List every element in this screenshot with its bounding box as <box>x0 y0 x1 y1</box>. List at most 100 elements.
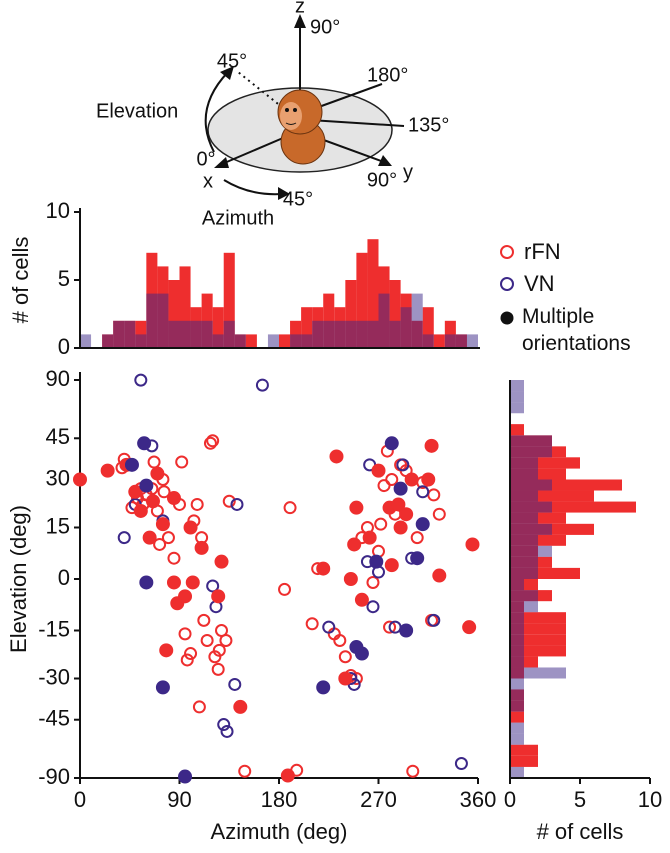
bar <box>389 280 401 348</box>
diagram-label: y <box>403 161 413 183</box>
point <box>410 531 424 545</box>
bar <box>510 501 636 513</box>
bar <box>367 239 379 348</box>
point <box>384 558 399 573</box>
point <box>427 613 441 627</box>
point <box>465 537 480 552</box>
point <box>354 646 369 661</box>
bar <box>510 722 524 734</box>
x-axis-label: # of cells <box>537 819 624 844</box>
y-tick-label: 10 <box>46 198 70 223</box>
point <box>137 436 152 451</box>
point <box>200 633 214 647</box>
bar <box>146 293 158 348</box>
point <box>416 485 430 499</box>
y-tick-label: 90 <box>46 366 70 391</box>
point <box>238 764 252 778</box>
point <box>206 579 220 593</box>
point <box>73 472 87 487</box>
bar <box>400 307 412 348</box>
diagram-label: Elevation <box>96 100 178 122</box>
bar <box>190 320 202 348</box>
bar <box>510 623 566 635</box>
bar <box>510 634 524 646</box>
point <box>214 554 229 569</box>
bar <box>168 320 180 348</box>
bar <box>422 334 434 348</box>
arrow <box>294 14 306 28</box>
y-axis-label: # of cells <box>8 237 33 324</box>
point <box>178 769 193 784</box>
point <box>230 497 244 511</box>
bar <box>510 391 524 403</box>
point <box>427 488 441 502</box>
point <box>124 457 139 472</box>
bar <box>510 457 538 469</box>
bar <box>510 612 566 624</box>
bar <box>378 293 390 348</box>
bar <box>179 266 191 348</box>
point <box>399 623 414 638</box>
point <box>343 572 358 586</box>
arrow <box>378 155 392 166</box>
point <box>406 764 420 778</box>
point <box>384 436 399 451</box>
legend-marker <box>500 311 514 325</box>
bar <box>267 334 279 348</box>
point <box>278 582 292 596</box>
y-tick-label: -30 <box>38 664 70 689</box>
bar <box>345 320 357 348</box>
bar <box>510 501 552 513</box>
point <box>145 494 160 509</box>
point <box>150 466 165 481</box>
point <box>222 494 236 508</box>
point <box>410 551 425 566</box>
y-tick-label: -90 <box>38 764 70 789</box>
point <box>100 463 115 478</box>
bar <box>411 293 423 348</box>
bar <box>234 334 246 348</box>
eye <box>285 108 289 112</box>
bar <box>510 689 524 701</box>
bar <box>510 567 538 579</box>
bar <box>510 523 552 535</box>
point <box>217 718 231 732</box>
point <box>305 617 319 631</box>
bar <box>80 334 92 348</box>
bar <box>510 380 524 392</box>
bar <box>510 766 524 778</box>
y-tick-label: 45 <box>46 424 70 449</box>
point <box>362 530 377 545</box>
point <box>178 627 192 641</box>
point <box>349 500 364 515</box>
bar <box>201 320 213 348</box>
bar <box>510 601 538 613</box>
diagram-label: x <box>203 170 213 192</box>
bar <box>356 320 368 348</box>
line-135 <box>309 119 405 127</box>
point <box>316 561 331 576</box>
bar <box>389 320 401 348</box>
point <box>432 507 446 521</box>
bar <box>510 512 538 524</box>
y-tick-label: 0 <box>58 565 70 590</box>
y-tick-label: 15 <box>46 513 70 538</box>
point <box>454 757 468 771</box>
bar <box>510 645 524 657</box>
azimuth-arc <box>223 179 283 196</box>
bar <box>301 307 313 348</box>
bar <box>510 634 566 646</box>
point <box>203 436 217 450</box>
bar <box>510 479 552 491</box>
bar <box>245 334 257 348</box>
bar <box>510 700 524 712</box>
monkey-face <box>280 102 302 130</box>
point <box>194 540 209 555</box>
bar <box>510 545 552 557</box>
point <box>142 530 157 545</box>
bar <box>455 334 467 348</box>
point <box>391 497 406 512</box>
legend-label: VN <box>524 271 555 296</box>
